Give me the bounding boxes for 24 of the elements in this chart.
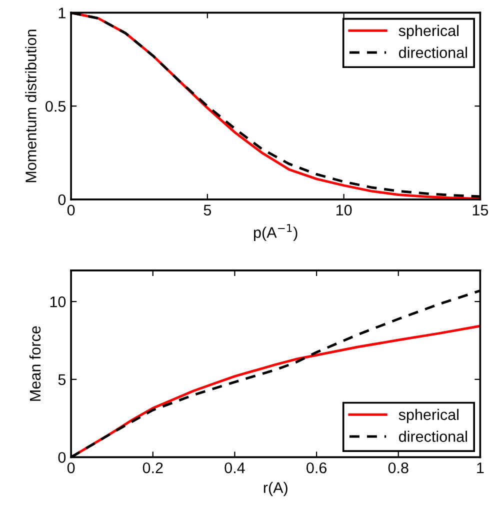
x-tick-label: 10 bbox=[336, 204, 352, 216]
y-tick-label: 0 bbox=[58, 452, 66, 463]
x-tick-label: 0.8 bbox=[388, 462, 408, 474]
x-tick-label: 0 bbox=[67, 204, 75, 216]
legend-label: directional bbox=[398, 430, 467, 442]
y-tick-label: 10 bbox=[50, 296, 66, 308]
x-tick-label: 0.6 bbox=[306, 462, 326, 474]
x-axis-title: r(A) bbox=[264, 482, 288, 496]
x-tick-label: 5 bbox=[204, 204, 212, 216]
y-tick-label: 0 bbox=[58, 194, 66, 206]
x-tick-label: 15 bbox=[472, 204, 488, 216]
x-tick-label: 1 bbox=[477, 462, 484, 474]
legend-label: spherical bbox=[398, 24, 458, 40]
y-tick-label: 0.5 bbox=[46, 100, 66, 112]
legend-label: spherical bbox=[398, 408, 458, 424]
y-axis-title: Mean force bbox=[29, 326, 41, 401]
y-tick-label: 1 bbox=[58, 8, 66, 18]
legend-label: directional bbox=[398, 46, 467, 58]
x-tick-label: 0.2 bbox=[142, 462, 163, 474]
x-axis-title: p(A$^{−1}$) bbox=[254, 224, 298, 241]
y-tick-label: 5 bbox=[58, 374, 66, 386]
x-tick-label: 0 bbox=[67, 462, 75, 474]
y-axis-title: Momentum distribution bbox=[25, 30, 36, 182]
x-tick-label: 0.4 bbox=[224, 462, 245, 474]
